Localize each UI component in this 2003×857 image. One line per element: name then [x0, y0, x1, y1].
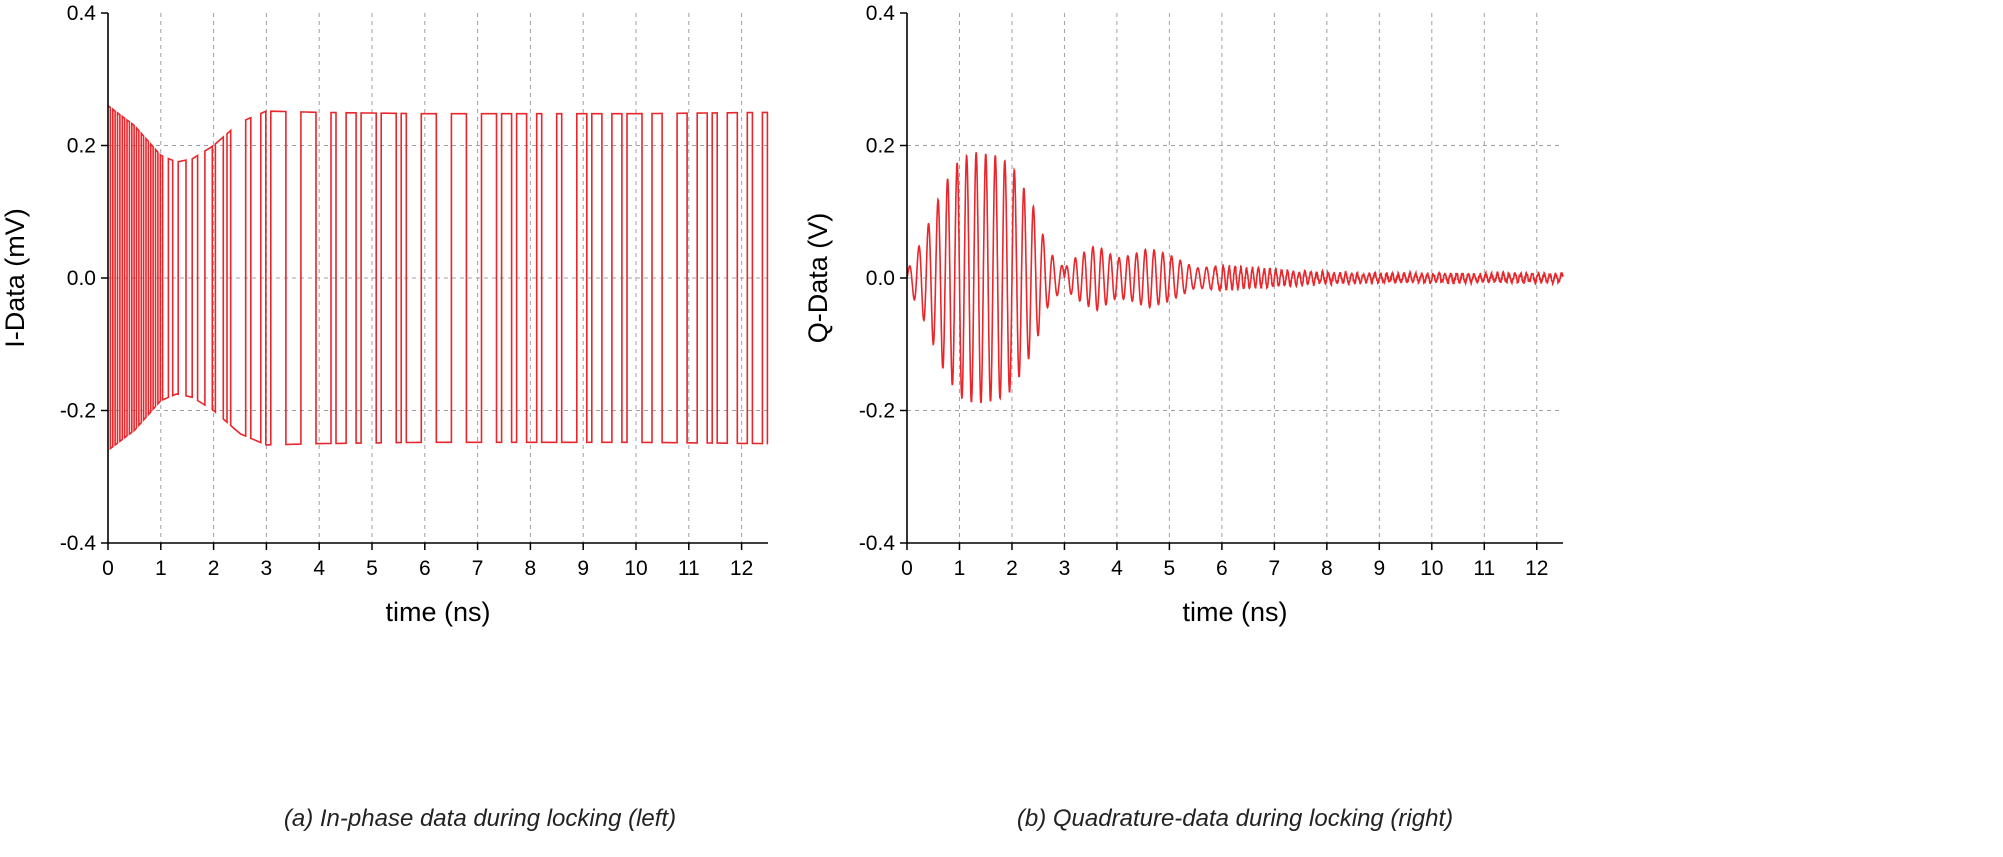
x-tick-label: 10 — [624, 557, 647, 580]
x-tick-label: 12 — [730, 557, 753, 580]
x-tick-label: 0 — [901, 557, 913, 580]
x-axis-label: time (ns) — [1182, 597, 1287, 627]
x-tick-label: 10 — [1420, 557, 1443, 580]
x-tick-label: 9 — [1373, 557, 1385, 580]
x-tick-label: 1 — [155, 557, 167, 580]
x-tick-label: 9 — [577, 557, 589, 580]
y-tick-label: -0.2 — [859, 400, 895, 423]
y-tick-label: 0.0 — [866, 267, 895, 290]
y-tick-label: -0.2 — [60, 400, 96, 423]
x-tick-label: 11 — [1473, 557, 1495, 580]
y-tick-label: 0.2 — [67, 135, 96, 158]
x-tick-label: 2 — [1006, 557, 1018, 580]
y-tick-label: -0.4 — [859, 532, 896, 555]
x-tick-label: 8 — [525, 557, 537, 580]
x-tick-label: 2 — [208, 557, 220, 580]
y-tick-label: 0.0 — [67, 267, 96, 290]
x-tick-label: 7 — [472, 557, 484, 580]
y-tick-label: 0.4 — [67, 2, 97, 25]
y-axis-label: Q-Data (V) — [803, 213, 833, 344]
x-axis-label: time (ns) — [385, 597, 490, 627]
x-tick-label: 3 — [261, 557, 273, 580]
x-tick-label: 5 — [366, 557, 378, 580]
x-tick-label: 7 — [1269, 557, 1281, 580]
y-axis-label: I-Data (mV) — [0, 208, 30, 348]
panel-caption: (a) In-phase data during locking (left) — [284, 805, 676, 832]
y-tick-label: 0.4 — [866, 2, 896, 25]
x-tick-label: 8 — [1321, 557, 1333, 580]
x-tick-label: 1 — [954, 557, 966, 580]
y-tick-label: -0.4 — [60, 532, 97, 555]
y-tick-label: 0.2 — [866, 135, 895, 158]
x-tick-label: 4 — [1111, 557, 1123, 580]
x-tick-label: 6 — [1216, 557, 1228, 580]
x-tick-label: 0 — [102, 557, 114, 580]
i-data-trace — [107, 105, 769, 451]
panel-caption: (b) Quadrature-data during locking (righ… — [1017, 805, 1453, 832]
x-tick-label: 5 — [1164, 557, 1176, 580]
x-tick-label: 4 — [313, 557, 325, 580]
q-data-trace — [906, 152, 1564, 404]
x-tick-label: 3 — [1059, 557, 1071, 580]
x-tick-label: 12 — [1525, 557, 1548, 580]
x-tick-label: 6 — [419, 557, 431, 580]
x-tick-label: 11 — [678, 557, 700, 580]
